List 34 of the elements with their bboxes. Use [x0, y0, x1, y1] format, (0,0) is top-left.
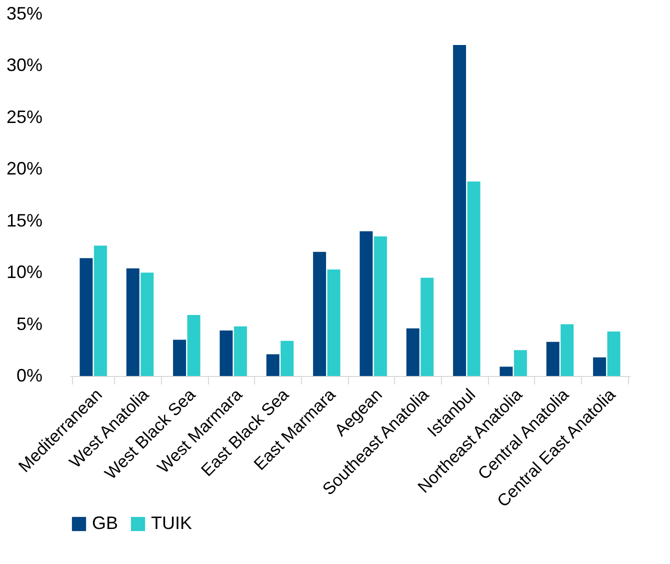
legend-label: TUIK: [151, 513, 192, 533]
bar: [327, 269, 340, 376]
bar: [374, 236, 387, 376]
y-tick-label: 35%: [6, 4, 42, 24]
bar: [280, 340, 294, 376]
bar: [420, 278, 434, 376]
bar: [266, 354, 280, 376]
y-tick-label: 30%: [6, 55, 42, 76]
y-tick-label: 20%: [6, 158, 42, 179]
bar: [360, 231, 373, 376]
bar: [467, 182, 480, 376]
bar: [220, 330, 233, 376]
bar: [453, 45, 466, 376]
bar: [514, 350, 527, 376]
y-tick-label: 0%: [16, 366, 42, 386]
bar: [607, 332, 620, 376]
bar: [173, 340, 186, 376]
legend-label: GB: [92, 513, 118, 533]
bar: [94, 246, 107, 376]
y-tick-label: 15%: [6, 210, 42, 230]
bar: [234, 326, 247, 376]
bar: [126, 268, 140, 376]
bar: [546, 342, 560, 376]
bar: [187, 314, 200, 376]
bar: [500, 366, 513, 376]
y-tick-label: 10%: [6, 262, 42, 282]
bar: [313, 252, 326, 376]
bar: [406, 328, 420, 376]
y-tick-label: 25%: [6, 106, 42, 127]
bar: [140, 272, 154, 376]
bar: [593, 357, 606, 376]
y-tick-label: 5%: [16, 314, 42, 334]
bar: [80, 258, 93, 376]
bar: [560, 324, 574, 376]
